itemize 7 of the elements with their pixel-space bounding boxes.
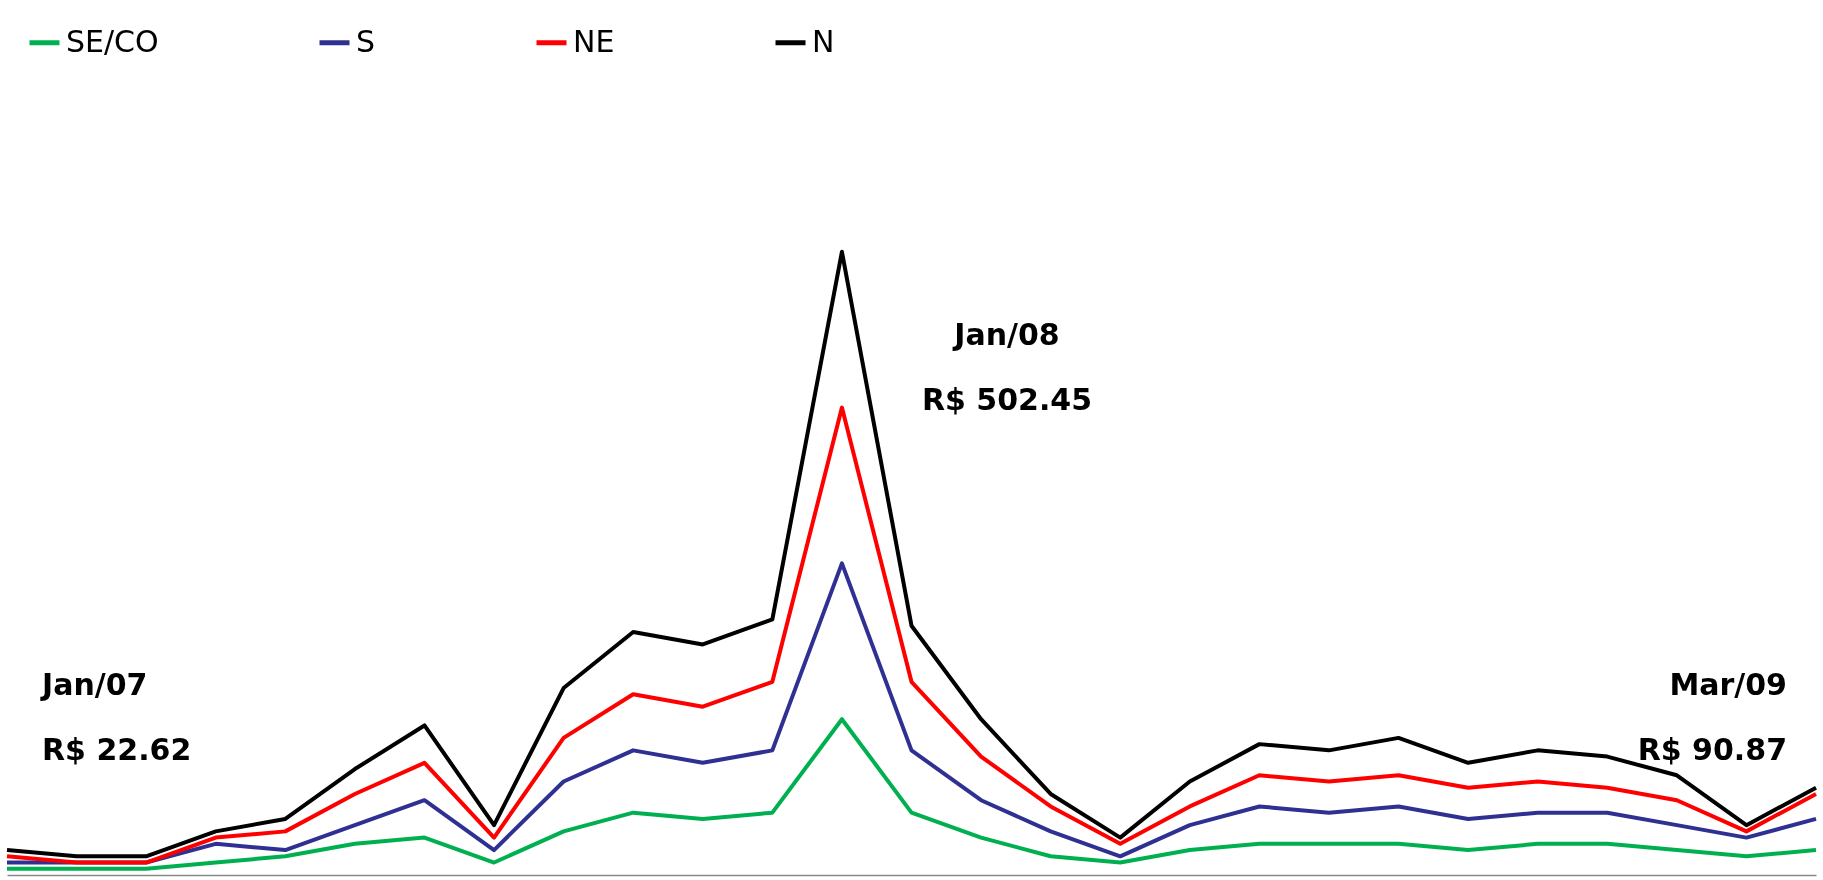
annotation: Jan/08 R$ 502.45 [921, 317, 1093, 417]
annotation: Mar/09 R$ 90.87 [1637, 667, 1787, 767]
legend-label: NE [573, 23, 615, 59]
legend-label: SE/CO [66, 23, 159, 59]
annotation: Jan/07 R$ 22.62 [40, 667, 192, 767]
legend-label: N [812, 23, 835, 59]
legend-label: S [356, 23, 376, 59]
